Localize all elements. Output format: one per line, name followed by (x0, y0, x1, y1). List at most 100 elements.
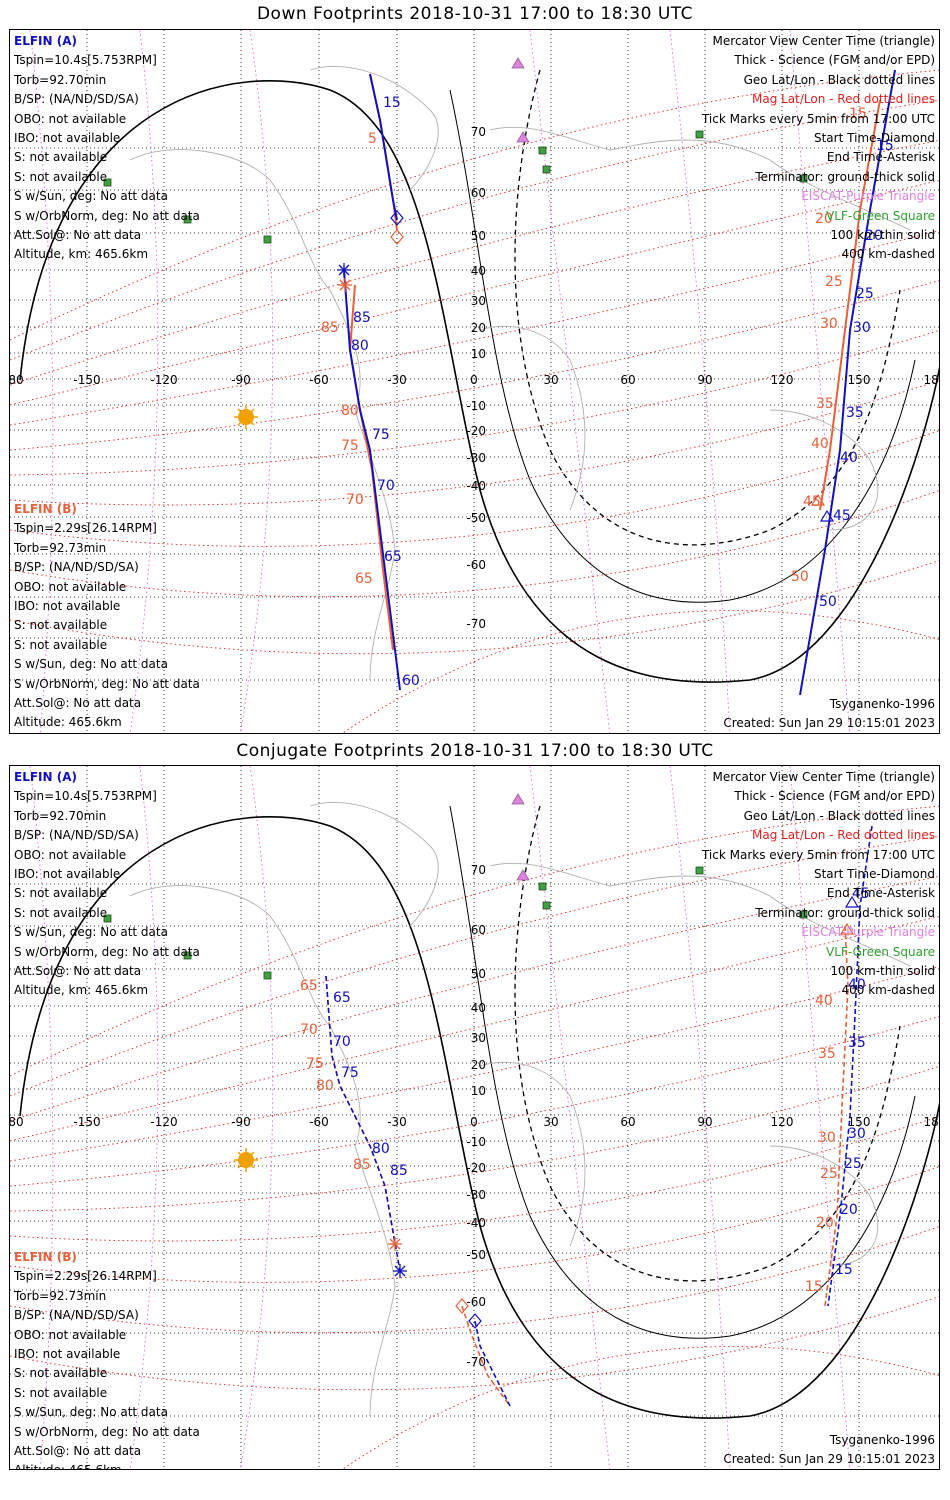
lat-label: -30 (466, 1188, 486, 1202)
end-asterisk-b (338, 278, 352, 292)
elfin-b-info-text: Altitude: 465.6km (14, 715, 122, 730)
lon-label: -180 (10, 1115, 24, 1129)
mag-grid (10, 805, 939, 1469)
lon-label: 0 (470, 373, 478, 387)
elfin-a-tick-labels: 15 85 80 75 70 65 60 15 20 25 30 35 40 4… (351, 95, 894, 689)
elfin-a-info-text: Altitude, km: 465.6km (14, 983, 149, 998)
terminator-ground (19, 816, 939, 1419)
elfin-b-tick-labels: 65 70 75 80 85 40 35 30 25 20 15 (300, 978, 838, 1295)
elfin-a-info-text: Att.Sol@: No att data (14, 964, 142, 979)
elfin-b-info-text: S w/OrbNorm, deg: No att data (14, 676, 200, 691)
elfin-a-info-text: S: not available (14, 150, 108, 165)
elfin-a-tick-labels-text: 60 (402, 673, 420, 689)
lon-label: -30 (387, 373, 407, 387)
lat-label: 30 (471, 1031, 486, 1045)
elfin-a-label: ELFIN (A) (14, 770, 77, 784)
map-legend-text: VLF-Green Square (826, 944, 935, 959)
elfin-b-tick-labels-text: 25 (820, 1166, 838, 1182)
elfin-b-tick-labels-text: 20 (815, 211, 833, 227)
lat-label: 40 (471, 264, 486, 278)
lat-label: 70 (471, 125, 486, 139)
created-timestamp: Created: Sun Jan 29 10:15:01 2023 (723, 1452, 935, 1466)
elfin-a-tick-labels-text: 75 (341, 1065, 359, 1081)
elfin-b-tick-labels-text: 70 (300, 1022, 318, 1038)
down-footprints-panel: -180 -150 -120 -90 -60 -30 0 30 60 90 12… (9, 29, 940, 734)
lon-label: 180 (924, 1115, 940, 1129)
elfin-a-info-text: OBO: not available (14, 847, 127, 862)
elfin-b-tick-labels-text: 80 (341, 403, 359, 419)
elfin-a-tick-labels-text: 40 (840, 450, 858, 466)
map-legend-text: Mag Lat/Lon - Red dotted lines (751, 828, 935, 843)
terminator-ground (19, 80, 939, 683)
elfin-b-tick-labels-text: 70 (346, 492, 364, 508)
elfin-a-info-text: Tspin=10.4s[5.753RPM] (14, 53, 157, 68)
conjugate-footprints-map[interactable]: -180 -150 -120 -90 -60 -30 0 30 60 90 12… (10, 766, 940, 1470)
elfin-b-info-text: Tspin=2.29s[26.14RPM] (14, 521, 157, 536)
lat-label: 70 (471, 863, 486, 877)
lat-label: -60 (466, 1295, 486, 1309)
elfin-b-info-text: S: not available (14, 618, 108, 633)
map-legend: Mercator View Center Time (triangle) Thic… (702, 768, 935, 1001)
elfin-b-info: ELFIN (B) Tspin=2.29s[26.14RPM] Torb=92.7… (14, 500, 200, 733)
elfin-b-tick-labels-text: 35 (816, 396, 834, 412)
elfin-a-info-text: S w/OrbNorm, deg: No att data (14, 944, 200, 959)
terminator-400km (514, 805, 901, 1282)
elfin-b-info-text: OBO: not available (14, 1327, 127, 1342)
top-map-title: Down Footprints 2018-10-31 17:00 to 18:3… (256, 4, 694, 24)
map-legend-text: End Time-Asterisk (826, 886, 935, 901)
elfin-b-tick-labels-text: 75 (306, 1056, 324, 1072)
map-legend-text: Tick Marks every 5min from 17:00 UTC (701, 847, 935, 862)
start-diamond-b (455, 1298, 469, 1314)
elfin-a-info-text: S: not available (14, 905, 108, 920)
elfin-a-tick-labels: 65 70 75 80 85 45 40 35 30 25 20 15 (333, 886, 870, 1278)
elfin-b-tick-labels-text: 65 (300, 978, 318, 994)
elfin-b-tick-labels-text: 80 (316, 1078, 334, 1094)
elfin-a-tick-labels-text: 25 (856, 286, 874, 302)
lat-label: 60 (471, 186, 486, 200)
lon-label: 180 (924, 373, 940, 387)
map-legend-text: Geo Lat/Lon - Black dotted lines (743, 808, 935, 823)
lon-label: 90 (697, 373, 712, 387)
map-legend-text: Geo Lat/Lon - Black dotted lines (743, 72, 935, 87)
elfin-b-info-text: S: not available (14, 1366, 108, 1381)
elfin-a-tick-labels-text: 15 (876, 138, 894, 154)
lat-label: 10 (471, 347, 486, 361)
elfin-b-info-text: S w/Sun, deg: No att data (14, 1405, 168, 1420)
map-legend-text: EISCAT-Purple Triangle (801, 925, 935, 940)
elfin-b-info-text: S w/Sun, deg: No att data (14, 657, 168, 672)
lon-label: 30 (543, 373, 558, 387)
lon-axis: -180 -150 -120 -90 -60 -30 0 30 60 90 12… (10, 373, 940, 387)
lon-label: -60 (309, 373, 329, 387)
lat-label: -30 (466, 451, 486, 465)
lon-label: -30 (387, 1115, 407, 1129)
lat-label: -20 (466, 1161, 486, 1175)
down-footprints-map[interactable]: -180 -150 -120 -90 -60 -30 0 30 60 90 12… (10, 30, 940, 734)
elfin-a-tick-labels-text: 20 (840, 1202, 858, 1218)
elfin-b-tick-labels-text: 35 (818, 1046, 836, 1062)
map-legend-text: Terminator: ground-thick solid (755, 905, 935, 920)
elfin-a-label: ELFIN (A) (14, 34, 77, 48)
elfin-a-info-text: Tspin=10.4s[5.753RPM] (14, 789, 157, 804)
map-legend-text: EISCAT-Purple Triangle (801, 189, 935, 204)
elfin-a-tick-labels-text: 50 (819, 594, 837, 610)
elfin-a-info-text: IBO: not available (14, 867, 121, 882)
elfin-a-tick-labels-text: 65 (333, 990, 351, 1006)
elfin-b-tick-labels-text: 30 (818, 1130, 836, 1146)
vlf-stations (103, 130, 808, 244)
center-triangle-a (819, 509, 835, 522)
elfin-a-track (325, 825, 873, 1407)
map-legend-text: Mercator View Center Time (triangle) (712, 34, 935, 48)
elfin-b-info: ELFIN (B) Tspin=2.29s[26.14RPM] Torb=92.7… (14, 1248, 200, 1469)
eiscat-stations (511, 57, 530, 143)
elfin-b-label: ELFIN (B) (14, 1250, 77, 1264)
elfin-a-tick-labels-text: 25 (844, 1156, 862, 1172)
created-timestamp: Created: Sun Jan 29 10:15:01 2023 (723, 716, 935, 730)
lon-label: 150 (848, 373, 871, 387)
terminator-lines (19, 805, 939, 1419)
map-legend-text: Start Time-Diamond (813, 867, 935, 882)
elfin-b-tick-labels-text: 75 (341, 438, 359, 454)
lat-label: -20 (466, 424, 486, 438)
elfin-a-info: ELFIN (A) Tspin=10.4s[5.753RPM] Torb=92.7… (14, 768, 200, 1001)
elfin-b-info-text: S: not available (14, 637, 108, 652)
elfin-b-tick-labels-text: 50 (791, 569, 809, 585)
